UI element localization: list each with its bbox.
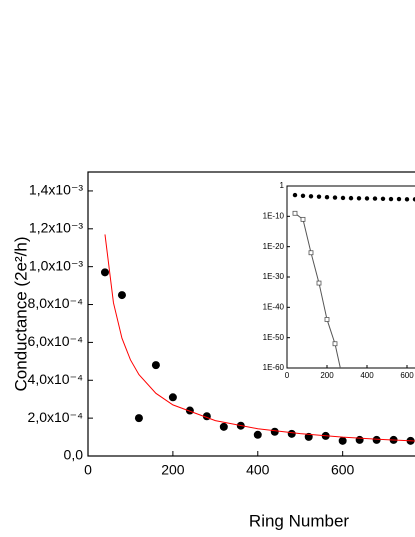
data-point xyxy=(168,393,177,402)
y-tick-label: 1E-20 xyxy=(263,242,285,251)
data-point xyxy=(341,378,345,382)
y-axis-label: Conductance (2e²/h) xyxy=(11,237,30,392)
data-point xyxy=(308,194,314,199)
y-tick-label: 1 xyxy=(280,181,285,190)
data-point xyxy=(348,195,354,201)
data-point xyxy=(316,280,322,286)
y-tick-label: 1E-60 xyxy=(263,363,285,372)
data-point xyxy=(316,194,322,199)
x-tick-label: 600 xyxy=(400,371,414,380)
data-point xyxy=(412,197,415,202)
data-point xyxy=(100,268,109,277)
y-tick-label: 6,0x10⁻⁴ xyxy=(28,333,83,349)
data-point xyxy=(332,341,338,347)
inset-background xyxy=(287,186,415,368)
data-point xyxy=(364,196,370,201)
data-point xyxy=(396,196,402,202)
x-tick-label: 200 xyxy=(320,371,334,380)
y-tick-label: 8,0x10⁻⁴ xyxy=(28,295,83,311)
data-point xyxy=(404,197,410,202)
data-point xyxy=(270,427,279,436)
y-tick-label: 2,0x10⁻⁴ xyxy=(28,409,83,425)
data-point xyxy=(324,195,330,200)
data-point xyxy=(151,361,160,370)
y-tick-label: 1E-50 xyxy=(263,333,285,342)
x-axis-label: Ring Number xyxy=(249,511,349,530)
data-point xyxy=(308,250,314,256)
fit-line xyxy=(104,234,415,442)
plot-area xyxy=(100,234,415,445)
data-point xyxy=(292,210,298,216)
data-point xyxy=(185,406,194,415)
data-point xyxy=(340,195,346,201)
data-point xyxy=(292,192,298,198)
plot-area xyxy=(292,192,415,382)
x-tick-label: 200 xyxy=(161,462,185,478)
y-tick-label: 1,2x10⁻³ xyxy=(29,220,83,236)
y-tick-label: 1E-40 xyxy=(263,302,285,311)
data-point xyxy=(355,435,364,444)
data-point xyxy=(300,216,306,222)
data-point xyxy=(253,430,262,439)
y-tick-label: 1E-10 xyxy=(263,211,285,220)
y-tick-label: 1,0x10⁻³ xyxy=(29,257,83,273)
x-tick-label: 0 xyxy=(84,462,92,478)
data-point xyxy=(219,422,228,431)
data-point xyxy=(356,196,362,201)
data-point xyxy=(372,435,381,444)
y-tick-label: 4,0x10⁻⁴ xyxy=(28,371,83,387)
data-point xyxy=(117,291,126,300)
x-tick-label: 0 xyxy=(285,371,290,380)
y-tick-label: 0,0 xyxy=(64,447,84,463)
data-point xyxy=(300,193,306,198)
data-point xyxy=(134,414,143,423)
axes-frame xyxy=(87,171,415,457)
data-point xyxy=(388,196,394,202)
x-tick-label: 600 xyxy=(331,462,355,478)
data-point xyxy=(372,196,378,201)
data-point xyxy=(324,317,330,322)
x-tick-label: 400 xyxy=(246,462,270,478)
data-point xyxy=(380,196,386,202)
y-tick-label: 1,4x10⁻³ xyxy=(29,182,83,198)
data-point xyxy=(332,195,338,200)
data-point xyxy=(287,429,296,438)
y-tick-label: 1E-30 xyxy=(263,272,285,281)
data-point xyxy=(338,436,347,445)
x-tick-label: 400 xyxy=(360,371,374,380)
